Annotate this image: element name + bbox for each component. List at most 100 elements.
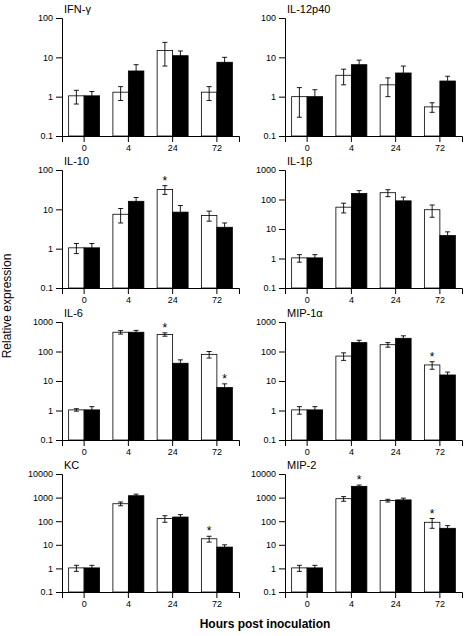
y-axis: 0.1110100 bbox=[38, 165, 63, 293]
tick: 72 bbox=[435, 136, 445, 153]
error-bar bbox=[178, 515, 183, 521]
tick-mark bbox=[395, 288, 396, 294]
tick: 1 bbox=[48, 92, 62, 102]
tick: 24 bbox=[391, 440, 401, 457]
tick-mark bbox=[279, 97, 285, 98]
tick: 100 bbox=[261, 517, 285, 527]
tick: 10 bbox=[43, 376, 62, 386]
tick: 72 bbox=[212, 288, 222, 305]
tick-mark bbox=[84, 440, 85, 446]
tick-mark bbox=[279, 288, 285, 289]
tick-label: 100 bbox=[38, 13, 53, 23]
tick-label: 10000 bbox=[28, 469, 53, 479]
bar bbox=[380, 345, 395, 440]
tick-label: 0.1 bbox=[263, 131, 276, 141]
annotation: * bbox=[222, 372, 227, 386]
tick: 0 bbox=[305, 288, 310, 305]
tick-mark bbox=[56, 57, 62, 58]
plot-area bbox=[292, 60, 456, 136]
tick-label: 1 bbox=[271, 254, 276, 264]
tick-label: 0.1 bbox=[263, 283, 276, 293]
error-bar bbox=[357, 60, 362, 71]
tick-label: 24 bbox=[168, 599, 178, 609]
y-axis: 0.11101001000 bbox=[256, 317, 286, 445]
tick-label: 1 bbox=[48, 564, 53, 574]
tick-label: 24 bbox=[391, 295, 401, 305]
tick: 4 bbox=[349, 288, 354, 305]
tick-label: 24 bbox=[391, 447, 401, 457]
tick-mark bbox=[307, 440, 308, 446]
tick-label: 1 bbox=[48, 92, 53, 102]
bar bbox=[201, 215, 216, 288]
tick-label: 1000 bbox=[33, 493, 53, 503]
error-bar bbox=[222, 57, 227, 69]
tick: 1 bbox=[271, 254, 285, 264]
tick-label: 24 bbox=[168, 143, 178, 153]
tick-mark bbox=[279, 568, 285, 569]
tick: 0 bbox=[82, 136, 87, 153]
bar bbox=[157, 334, 172, 440]
tick: 0.1 bbox=[40, 587, 62, 597]
tick-label: 100 bbox=[261, 195, 276, 205]
tick-label: 4 bbox=[349, 599, 354, 609]
tick-label: 10 bbox=[266, 540, 276, 550]
tick-mark bbox=[56, 288, 62, 289]
tick: 100 bbox=[38, 347, 62, 357]
error-bar bbox=[134, 65, 139, 81]
x-axis: 042472 bbox=[63, 288, 240, 305]
tick-label: 0.1 bbox=[40, 283, 53, 293]
tick-label: 1000 bbox=[256, 317, 276, 327]
error-bar bbox=[89, 407, 94, 415]
bar bbox=[217, 62, 232, 136]
bar bbox=[113, 504, 128, 592]
tick-label: 0 bbox=[305, 295, 310, 305]
tick-mark bbox=[279, 18, 285, 19]
y-axis: 0.1110100 bbox=[261, 13, 286, 141]
bar bbox=[424, 365, 439, 440]
tick: 24 bbox=[168, 136, 178, 153]
tick: 0 bbox=[82, 288, 87, 305]
error-bar bbox=[74, 244, 79, 254]
tick: 0.1 bbox=[263, 283, 285, 293]
tick-mark bbox=[279, 381, 285, 382]
bar bbox=[217, 388, 232, 440]
error-bar bbox=[401, 498, 406, 502]
bar bbox=[173, 56, 188, 136]
tick-mark bbox=[279, 474, 285, 475]
error-bar bbox=[89, 244, 94, 254]
bar bbox=[396, 201, 411, 288]
tick: 0.1 bbox=[40, 283, 62, 293]
error-bar bbox=[118, 208, 123, 222]
axis-line bbox=[279, 171, 286, 289]
tick-label: 72 bbox=[435, 295, 445, 305]
tick-label: 100 bbox=[261, 13, 276, 23]
bar bbox=[351, 193, 366, 288]
tick-label: 4 bbox=[349, 295, 354, 305]
bar bbox=[173, 363, 188, 440]
x-axis: 0 4 24 72 bbox=[286, 288, 463, 305]
error-bar bbox=[312, 407, 317, 415]
tick: 10 bbox=[266, 224, 285, 234]
tick-mark bbox=[439, 288, 440, 294]
tick-label: 0 bbox=[305, 143, 310, 153]
error-bar bbox=[385, 499, 390, 502]
tick: 0.1 bbox=[263, 587, 285, 597]
axis-line bbox=[63, 441, 240, 447]
tick-label: 0 bbox=[82, 143, 87, 153]
tick: 100 bbox=[38, 517, 62, 527]
tick: 24 bbox=[168, 440, 178, 457]
tick-mark bbox=[216, 288, 217, 294]
tick-label: 1000 bbox=[256, 493, 276, 503]
tick-mark bbox=[351, 592, 352, 598]
tick-mark bbox=[56, 97, 62, 98]
tick-mark bbox=[128, 288, 129, 294]
bar bbox=[440, 528, 455, 592]
tick-mark bbox=[56, 411, 62, 412]
error-bar bbox=[162, 516, 167, 523]
panel: 0.11101001000042472IL-1β bbox=[256, 155, 463, 305]
tick: 10 bbox=[43, 53, 62, 63]
error-bar bbox=[430, 103, 435, 113]
tick: 0 bbox=[82, 592, 87, 609]
axis-line bbox=[56, 323, 63, 441]
tick: 10000 bbox=[251, 469, 285, 479]
